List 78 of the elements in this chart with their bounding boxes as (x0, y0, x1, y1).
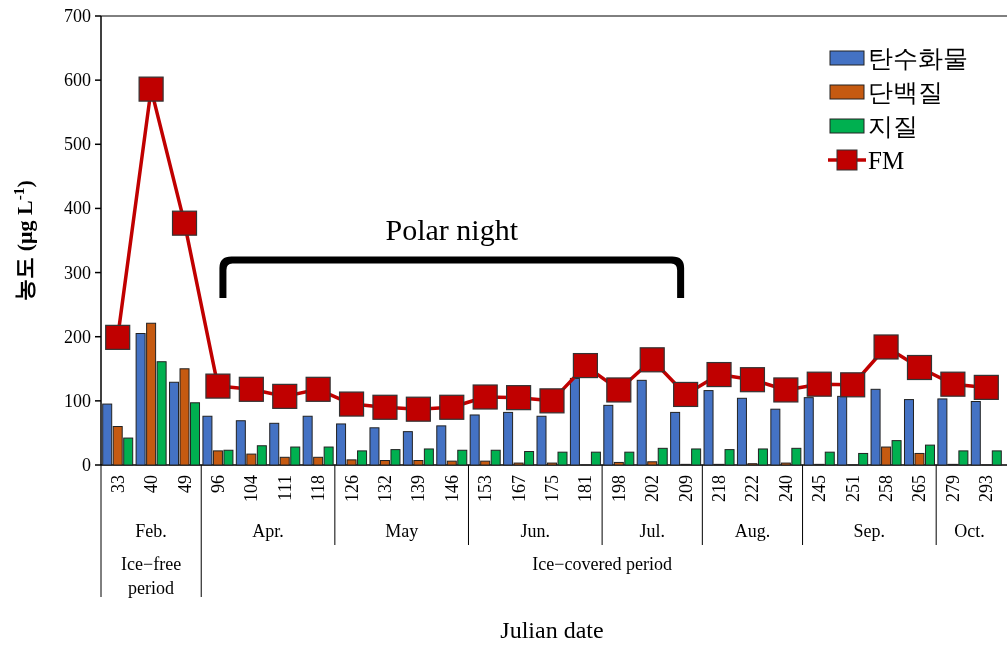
x-tick-label: 209 (675, 475, 696, 502)
text: Jul. (639, 521, 665, 541)
point (305, 376, 331, 402)
x-tick-label: 258 (876, 475, 897, 502)
y-tick-label: 600 (64, 70, 91, 91)
x-tick-label: 40 (141, 475, 162, 493)
x-tick-label: 265 (909, 475, 930, 502)
point (673, 381, 699, 408)
x-tick-label: 146 (441, 475, 462, 502)
point (472, 384, 498, 410)
text: Aug. (734, 521, 771, 541)
x-tick-label: 33 (107, 475, 128, 493)
x-tick-label: 222 (742, 475, 763, 502)
text: Apr. (252, 521, 284, 541)
point (405, 396, 431, 422)
x-tick-label: 132 (374, 475, 395, 502)
text: Sep. (853, 521, 886, 541)
text: Ice−covered period (532, 554, 672, 574)
text: Jun. (520, 521, 551, 541)
point (572, 352, 599, 379)
point (272, 383, 298, 409)
y-tick-label: 400 (64, 198, 91, 219)
point (873, 334, 899, 360)
point (439, 394, 465, 420)
legend-label: 단백질 (868, 79, 943, 106)
x-tick-label: 126 (341, 475, 362, 502)
point (840, 372, 866, 398)
x-tick-label: 104 (241, 475, 262, 502)
x-tick-label: 49 (174, 475, 195, 493)
y-tick-label: 300 (64, 262, 91, 283)
x-tick-label: 153 (475, 475, 496, 502)
annotation: Polar night (385, 213, 519, 246)
point (906, 354, 933, 381)
text: May (385, 521, 419, 541)
x-tick-label: 139 (408, 475, 429, 502)
point (505, 385, 532, 411)
x-tick-label: 96 (207, 475, 228, 493)
x-tick-label: 202 (642, 475, 663, 502)
x-tick-label: 218 (709, 475, 730, 502)
x-tick-label: 118 (308, 475, 329, 502)
x-tick-label: 198 (608, 475, 629, 502)
legend-label: 지질 (868, 113, 918, 140)
y-tick-label: 200 (64, 326, 91, 347)
point (940, 371, 966, 397)
y-tick-label: 500 (64, 134, 91, 155)
x-tick-label: 245 (809, 475, 830, 502)
point (973, 374, 999, 400)
point (372, 394, 398, 420)
point (105, 324, 131, 350)
legend-label: 탄수화물 (868, 45, 968, 72)
text: Ice−free period (121, 554, 182, 598)
x-tick-label: 279 (942, 475, 963, 502)
point (138, 76, 164, 102)
x-tick-label: 293 (976, 475, 997, 502)
point (806, 371, 832, 397)
x-tick-label: 181 (575, 475, 596, 502)
legend-label: FM (868, 147, 905, 174)
point (739, 367, 766, 393)
text: Feb. (135, 521, 167, 541)
point (773, 377, 799, 403)
point (539, 388, 565, 414)
text: Oct. (954, 521, 985, 541)
point (706, 361, 732, 388)
x-tick-label: 111 (274, 475, 295, 501)
x-tick-label: 251 (842, 475, 863, 502)
y-tick-label: 100 (64, 390, 91, 411)
point (639, 347, 665, 373)
x-tick-label: 167 (508, 475, 529, 502)
x-axis-title: Julian date (500, 617, 604, 643)
y-tick-label: 0 (82, 455, 91, 475)
point (238, 376, 264, 402)
point (606, 377, 632, 403)
point (338, 391, 365, 417)
point (205, 373, 231, 399)
x-tick-label: 175 (542, 475, 562, 502)
x-tick-label: 240 (775, 475, 796, 502)
point (171, 210, 198, 236)
y-tick-label: 700 (64, 6, 91, 26)
